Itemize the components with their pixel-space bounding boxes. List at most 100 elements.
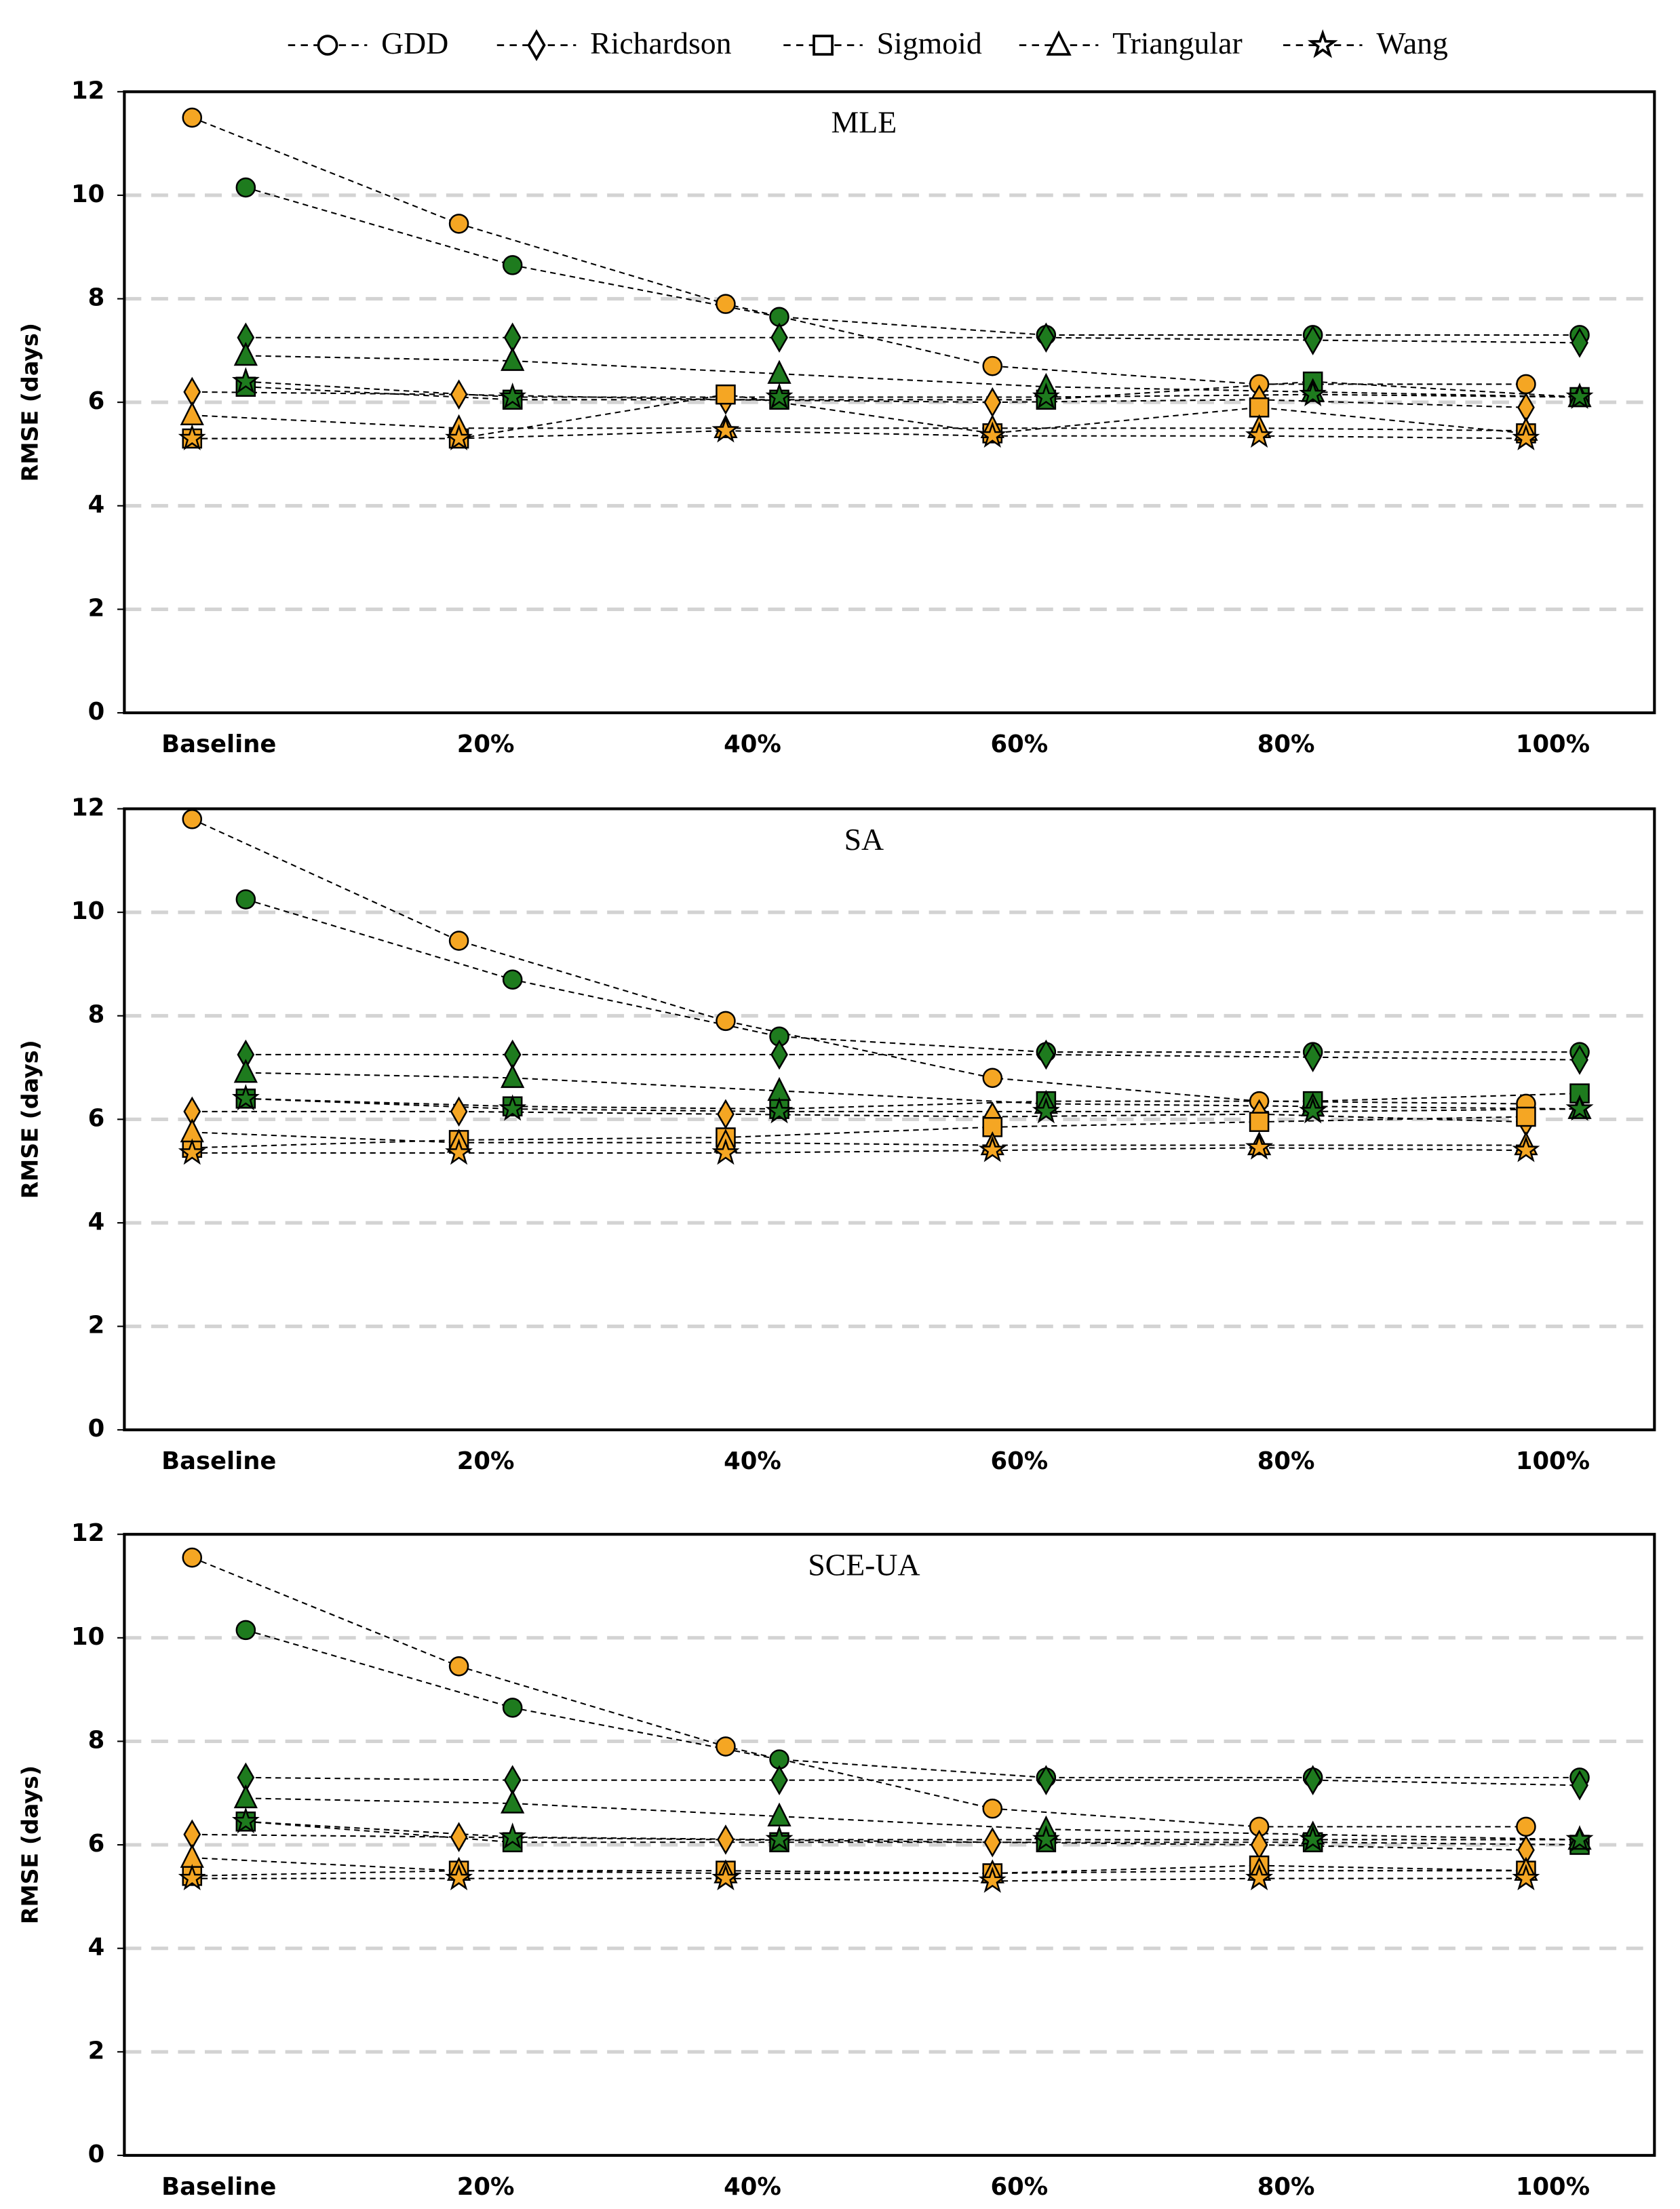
legend-marker (1046, 30, 1072, 56)
series-line (191, 117, 1526, 385)
data-point (1304, 325, 1322, 355)
series-line (192, 1864, 1526, 1877)
series-line (246, 1820, 1580, 1846)
y-tick-label: 10 (71, 897, 104, 925)
legend-label: Triangular (1112, 26, 1243, 60)
data-point (231, 1807, 260, 1834)
data-point (235, 1620, 256, 1641)
data-point (1516, 374, 1536, 395)
y-tick-label: 6 (88, 387, 105, 415)
data-point (503, 1039, 522, 1070)
data-point (767, 359, 792, 384)
data-point (767, 1802, 792, 1826)
data-point (180, 1118, 204, 1143)
legend-label: Richardson (590, 26, 732, 60)
data-point (445, 424, 473, 450)
x-tick-label: 60% (990, 730, 1048, 758)
y-tick-label: 10 (71, 1623, 104, 1651)
data-point (501, 1789, 525, 1814)
data-point (235, 177, 256, 198)
x-tick-label: 20% (457, 730, 515, 758)
y-tick-label: 2 (88, 1312, 105, 1340)
series-line (246, 380, 1580, 401)
data-point (711, 1138, 740, 1165)
data-point (231, 367, 260, 394)
data-point (178, 1864, 206, 1891)
data-point (445, 1864, 473, 1891)
panel: 0 2 4 6 8 10 12 Baseline 20% 40% 60% 80% 100% SCE-UA R… (17, 1519, 1656, 2201)
data-point (503, 1765, 522, 1795)
data-point (765, 382, 794, 409)
data-point (1249, 397, 1270, 418)
y-tick-label: 8 (88, 284, 105, 312)
y-tick-label: 12 (71, 1519, 104, 1547)
data-point (233, 1784, 258, 1809)
x-tick-label: 100% (1516, 1447, 1590, 1475)
data-point (502, 1698, 523, 1718)
series-line (192, 414, 1526, 432)
data-point (182, 1547, 203, 1568)
data-point (1565, 1824, 1594, 1852)
x-tick-label: 100% (1516, 2173, 1590, 2201)
data-point (1512, 1864, 1540, 1891)
data-point (180, 401, 204, 425)
data-point (178, 1138, 206, 1165)
plot-frame (123, 1533, 1656, 2157)
series-line (246, 1629, 1580, 1778)
x-tick-label: 80% (1257, 730, 1315, 758)
data-point (1512, 1135, 1540, 1162)
y-tick-label: 10 (71, 180, 104, 208)
data-point (450, 1822, 468, 1852)
series-line (246, 1093, 1580, 1110)
data-point (450, 1096, 468, 1127)
series-line (246, 1053, 1580, 1061)
data-point (445, 1138, 473, 1165)
data-point (716, 384, 736, 405)
data-point (448, 1656, 469, 1677)
y-tick-label: 6 (88, 1104, 105, 1132)
data-point (978, 1866, 1007, 1893)
plot-frame (123, 807, 1656, 1432)
x-tick-label: Baseline (161, 730, 276, 758)
x-tick-label: 80% (1257, 1447, 1315, 1475)
data-point (503, 322, 522, 353)
y-tick-label: 2 (88, 2037, 105, 2065)
data-point (711, 1864, 740, 1891)
data-point (1032, 1097, 1060, 1124)
y-tick-label: 4 (88, 491, 105, 519)
data-point (1249, 1112, 1270, 1132)
data-point (1245, 1864, 1274, 1891)
data-point (1571, 1770, 1588, 1801)
series-line (246, 1776, 1580, 1786)
data-point (1032, 1824, 1060, 1852)
y-tick-label: 2 (88, 594, 105, 622)
data-point (1299, 380, 1327, 407)
y-tick-label: 4 (88, 1934, 105, 1961)
data-point (716, 1011, 736, 1032)
data-point (765, 1824, 794, 1852)
data-point (1037, 322, 1055, 353)
data-point (770, 1039, 788, 1070)
series-line (246, 1072, 1580, 1110)
data-point (1299, 1097, 1327, 1124)
series-line (191, 818, 1526, 1105)
data-point (765, 1097, 794, 1124)
series-line (246, 355, 1580, 398)
x-tick-label: 80% (1257, 2173, 1315, 2201)
panel-title: MLE (832, 105, 897, 140)
data-point (1250, 1829, 1268, 1860)
data-point (1512, 424, 1540, 450)
x-tick-label: 60% (990, 2173, 1048, 2201)
y-tick-label: 0 (88, 2140, 105, 2168)
data-point (180, 1843, 204, 1868)
data-point (1299, 1824, 1327, 1852)
data-point (450, 379, 468, 410)
series-line (246, 187, 1580, 336)
data-point (1571, 328, 1588, 358)
data-point (767, 1076, 792, 1101)
data-point (1304, 1765, 1322, 1795)
data-point (231, 1084, 260, 1111)
data-point (1245, 1133, 1274, 1160)
